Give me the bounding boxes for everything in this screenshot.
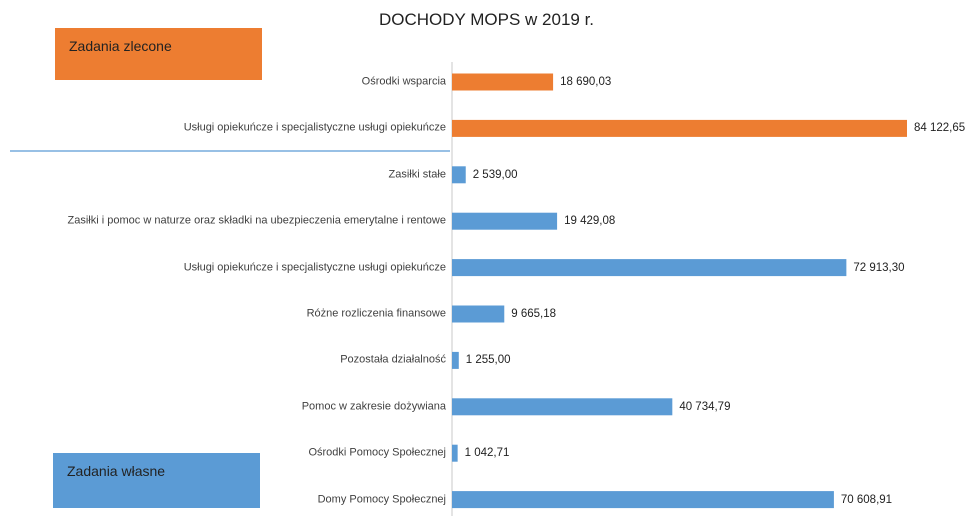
group-box: Zadania własne (53, 453, 260, 508)
bar (452, 119, 907, 137)
category-label: Domy Pomocy Społecznej (317, 493, 446, 506)
value-label: 84 122,65 (914, 122, 965, 135)
value-label: 18 690,03 (560, 76, 612, 88)
value-label: 1 255,00 (465, 354, 511, 367)
bar (452, 259, 847, 277)
group-box: Zadania zlecone (55, 28, 262, 80)
bar (452, 166, 466, 184)
value-label: 70 608,91 (840, 493, 893, 506)
category-label: Usługi opiekuńcze i specjalistyczne usłu… (183, 261, 446, 274)
category-label: Zasiłki i pomoc w naturze oraz składki n… (67, 214, 446, 227)
value-label: 2 539,00 (472, 168, 518, 181)
category-label: Pomoc w zakresie dożywiana (301, 400, 446, 413)
bar (452, 305, 505, 323)
value-label: 72 913,30 (853, 261, 905, 274)
category-label: Usługi opiekuńcze i specjalistyczne usłu… (183, 121, 446, 134)
bar (452, 398, 673, 416)
category-label: Pozostała działalność (340, 353, 446, 366)
value-label: 9 665,18 (511, 308, 557, 320)
category-label: Ośrodki Pomocy Społecznej (308, 446, 446, 459)
value-label: 19 429,08 (564, 215, 616, 228)
bar (452, 491, 834, 509)
bar (452, 444, 458, 462)
chart-title: DOCHODY MOPS w 2019 r. (378, 10, 595, 29)
category-label: Zasiłki stałe (388, 168, 446, 181)
bar (452, 212, 558, 230)
bar (452, 73, 554, 91)
bar (452, 351, 459, 369)
value-label: 1 042,71 (464, 447, 510, 460)
category-label: Ośrodki wsparcia (361, 75, 446, 88)
category-label: Różne rozliczenia finansowe (306, 307, 446, 320)
value-label: 40 734,79 (679, 400, 731, 413)
